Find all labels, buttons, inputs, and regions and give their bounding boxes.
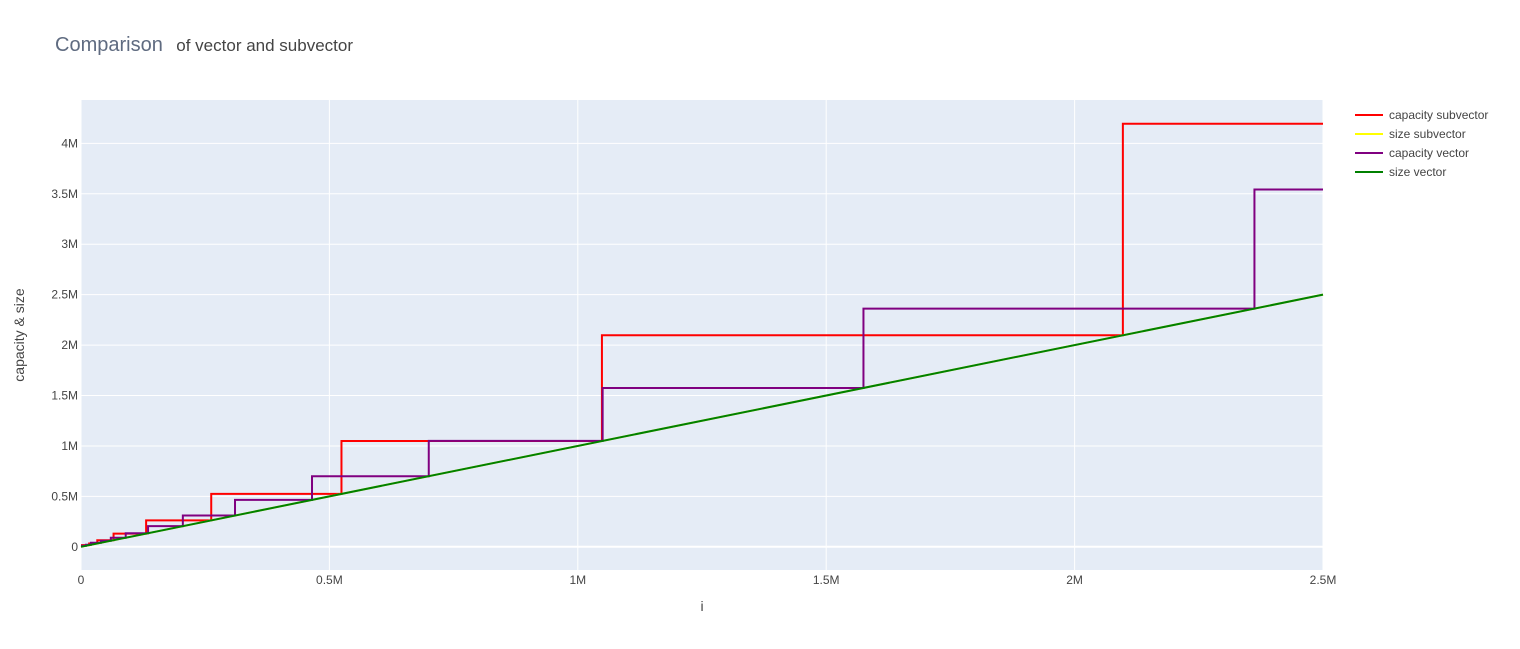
y-tick-label-7: 3.5M [51, 187, 78, 201]
legend-label: size vector [1389, 165, 1446, 179]
series-line-size-vector [80, 293, 1324, 548]
legend-label: capacity subvector [1389, 108, 1488, 122]
y-tick-label-8: 4M [61, 136, 78, 150]
legend[interactable]: capacity subvector size subvector capacity… [1355, 108, 1488, 179]
grid-lines [80, 100, 1324, 570]
y-tick-label-2: 1M [61, 439, 78, 453]
x-axis-label: i [700, 598, 703, 614]
legend-item-capacity-subvector[interactable]: capacity subvector [1355, 108, 1488, 122]
y-tick-label-5: 2.5M [51, 288, 78, 302]
x-tick-label-5: 2.5M [1310, 573, 1337, 587]
y-tick-label-4: 2M [61, 338, 78, 352]
y-tick-label-3: 1.5M [51, 389, 78, 403]
y-axis-label: capacity & size [11, 288, 27, 382]
series-layer [80, 122, 1324, 548]
x-tick-label-3: 1.5M [813, 573, 840, 587]
x-axis-ticks: 0 0.5M 1M 1.5M 2M 2.5M [78, 573, 1337, 587]
legend-item-size-vector[interactable]: size vector [1355, 165, 1446, 179]
y-tick-label-0: 0 [71, 540, 78, 554]
x-tick-label-1: 0.5M [316, 573, 343, 587]
y-tick-label-1: 0.5M [51, 489, 78, 503]
x-tick-label-0: 0 [78, 573, 85, 587]
legend-item-size-subvector[interactable]: size subvector [1355, 127, 1466, 141]
svg-text:Comparison of vector and s: Comparison of vector and subvector [55, 34, 353, 56]
chart-subtitle: of vector and subvector [176, 36, 353, 55]
legend-label: capacity vector [1389, 146, 1469, 160]
legend-item-capacity-vector[interactable]: capacity vector [1355, 146, 1469, 160]
x-tick-label-4: 2M [1066, 573, 1083, 587]
y-tick-label-6: 3M [61, 237, 78, 251]
y-axis-ticks: 0 0.5M 1M 1.5M 2M 2.5M 3M 3.5M 4M [51, 136, 78, 553]
x-tick-label-2: 1M [569, 573, 586, 587]
chart-title: Comparison [55, 34, 163, 56]
legend-label: size subvector [1389, 127, 1466, 141]
